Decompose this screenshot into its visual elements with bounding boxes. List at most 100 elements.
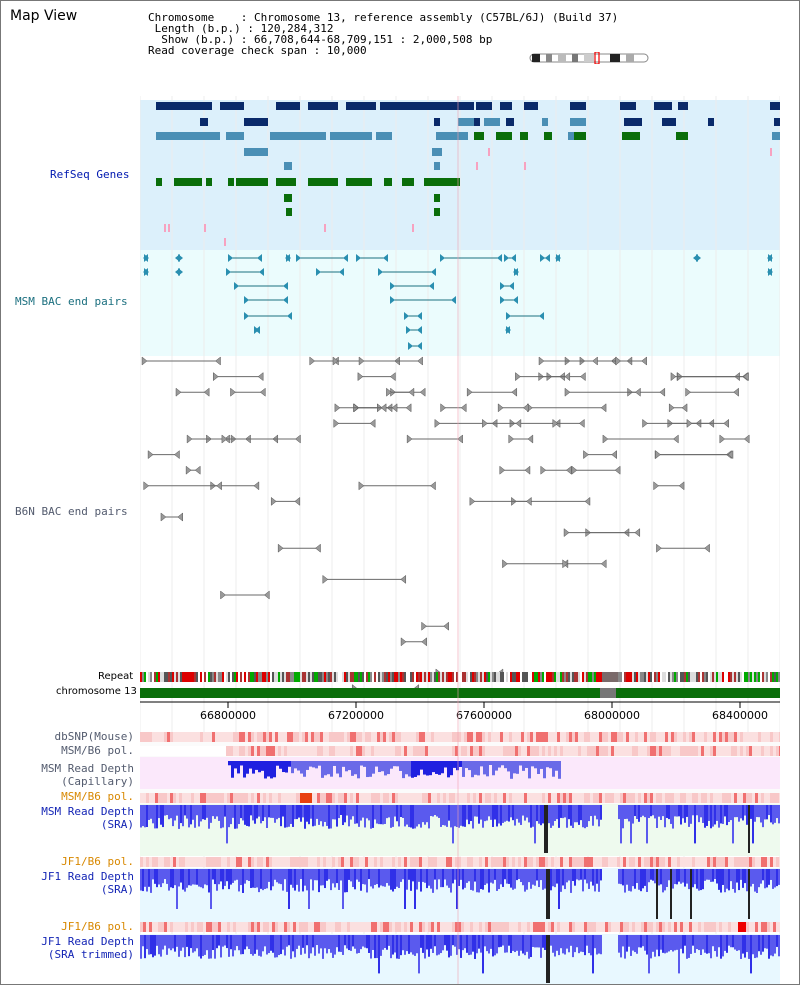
track-label-jf1-depth-trim-1[interactable]: JF1 Read Depth: [41, 935, 134, 948]
track-label-msm-bac[interactable]: MSM BAC end pairs: [15, 295, 128, 308]
msm-bac-end-pairs[interactable]: [143, 254, 773, 350]
bac-end: [283, 282, 288, 290]
depth-bar: [426, 761, 429, 776]
track-label-jf1-depth-sra-1[interactable]: JF1 Read Depth: [41, 870, 134, 883]
heat-cell: [389, 857, 392, 867]
track-label-jf1-depth-trim-2: (SRA trimmed): [47, 948, 134, 961]
depth-bar: [514, 869, 516, 889]
b6n-bac-end-pairs[interactable]: [141, 356, 750, 694]
repeat-stripe: [336, 672, 338, 682]
depth-bar: [736, 805, 738, 818]
depth-bar: [368, 805, 370, 821]
heat-cell: [695, 922, 698, 932]
depth-bar: [430, 869, 432, 889]
heat-cell: [257, 922, 260, 932]
depth-bar: [206, 805, 208, 818]
depth-bar: [590, 805, 592, 817]
heat-cell: [503, 922, 506, 932]
depth-bar: [406, 935, 408, 952]
track-label-msm-b6-pol-1[interactable]: MSM/B6 pol.: [61, 744, 134, 757]
bac-end: [767, 268, 772, 276]
heat-cell: [146, 857, 149, 867]
track-canvas[interactable]: 66800000 67200000 67600000 68000000 68400000: [140, 96, 780, 984]
depth-bar: [350, 935, 352, 951]
heat-cell: [590, 746, 593, 756]
heat-cell: [620, 857, 623, 867]
chromosome-ideogram[interactable]: [528, 52, 652, 64]
depth-bar: [234, 805, 236, 829]
heat-cell: [335, 922, 338, 932]
depth-bar: [276, 935, 278, 958]
depth-bar: [716, 935, 718, 957]
repeat-stripe: [526, 672, 528, 682]
depth-bar: [150, 805, 152, 819]
heat-cell: [614, 922, 617, 932]
depth-bar: [232, 935, 234, 957]
track-label-jf1-b6-pol-1[interactable]: JF1/B6 pol.: [61, 855, 134, 868]
depth-bar: [504, 761, 507, 769]
track-label-msm-b6-pol-2[interactable]: MSM/B6 pol.: [61, 790, 134, 803]
repeat-stripe: [240, 672, 242, 682]
heat-cell: [407, 732, 410, 742]
depth-bar: [188, 935, 190, 957]
heat-cell: [191, 857, 194, 867]
depth-bar: [744, 935, 746, 958]
depth-bar: [712, 805, 714, 827]
depth-bar: [298, 935, 300, 946]
heat-cell: [488, 922, 491, 932]
track-label-dbsnp[interactable]: dbSNP(Mouse): [54, 730, 134, 743]
heat-cell: [710, 857, 713, 867]
depth-bar: [666, 805, 668, 818]
heat-cell: [368, 746, 371, 756]
refseq-genes[interactable]: [156, 102, 780, 246]
depth-bar: [534, 935, 536, 948]
depth-bar: [650, 935, 652, 959]
depth-bar: [414, 869, 416, 909]
bac-end: [562, 559, 569, 569]
depth-bar: [728, 869, 730, 891]
depth-bar: [556, 869, 558, 884]
depth-bar: [640, 805, 642, 818]
depth-bar: [198, 935, 200, 957]
depth-bar: [362, 805, 364, 818]
heat-cell: [632, 746, 635, 756]
depth-bar: [172, 935, 174, 949]
heat-cell: [512, 732, 515, 742]
track-label-jf1-b6-pol-2[interactable]: JF1/B6 pol.: [61, 920, 134, 933]
heat-cell: [332, 746, 335, 756]
repeat-stripe: [636, 672, 638, 682]
heat-cell: [239, 793, 242, 803]
depth-bar: [600, 869, 602, 881]
depth-bar: [704, 805, 706, 828]
track-label-msm-depth-cap-1[interactable]: MSM Read Depth: [41, 762, 134, 775]
gene-marker: [524, 162, 526, 170]
heat-cell: [728, 732, 731, 742]
heat-cell: [731, 732, 734, 742]
gene-block: [284, 162, 292, 170]
depth-bar: [634, 869, 636, 889]
heat-cell: [305, 746, 308, 756]
repeat-stripe: [484, 672, 486, 682]
depth-bar: [742, 805, 744, 821]
repeat-stripe: [272, 672, 274, 682]
heat-cell: [623, 793, 626, 803]
track-label-b6n-bac[interactable]: B6N BAC end pairs: [15, 505, 128, 518]
repeat-stripe: [686, 672, 688, 682]
heat-cell: [752, 922, 755, 932]
heat-cell: [422, 922, 425, 932]
heat-cell: [233, 732, 236, 742]
depth-bar: [288, 761, 291, 767]
bac-end: [659, 387, 666, 397]
depth-bar: [291, 761, 294, 774]
depth-bar: [244, 805, 246, 825]
depth-bar: [218, 805, 220, 821]
page-title: Map View: [10, 8, 78, 24]
track-label-msm-depth-sra-1[interactable]: MSM Read Depth: [41, 805, 134, 818]
repeat-stripe: [678, 672, 680, 682]
depth-bar: [714, 935, 716, 952]
track-label-refseq[interactable]: RefSeq Genes: [50, 168, 130, 181]
depth-bar: [297, 761, 300, 771]
heat-cell: [254, 793, 257, 803]
depth-bar: [704, 935, 706, 953]
heat-cell: [428, 922, 431, 932]
